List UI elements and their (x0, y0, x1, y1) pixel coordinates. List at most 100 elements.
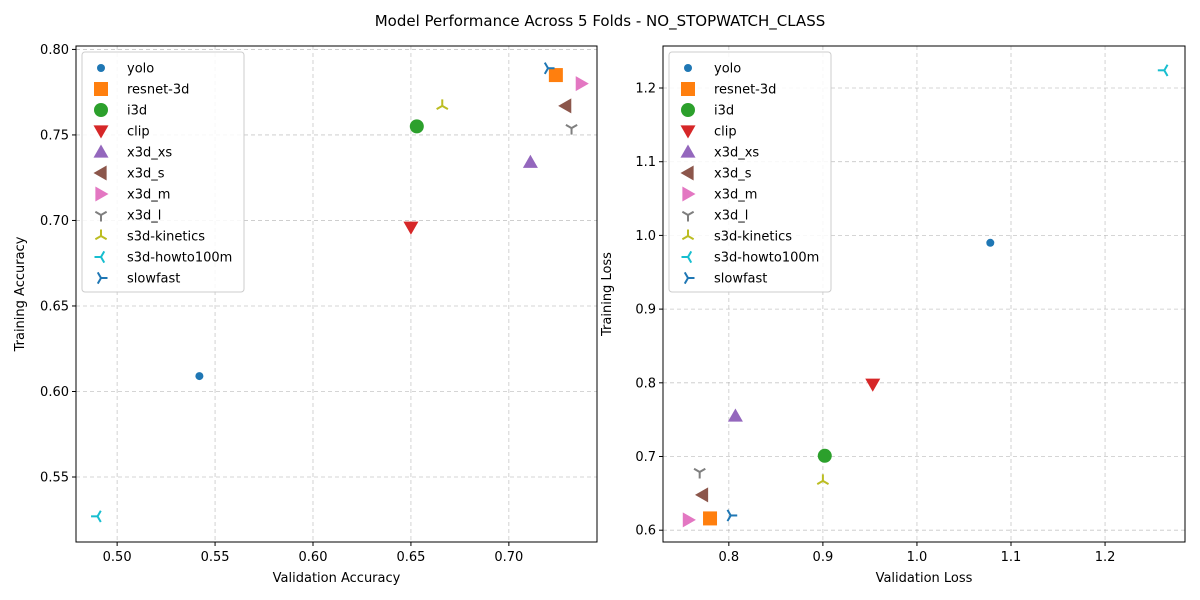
legend-item-clip: clip (93, 125, 150, 140)
axes-frame (662, 45, 1186, 543)
legend-marker (681, 229, 695, 241)
x-tick-label: 0.65 (396, 550, 425, 565)
grid (76, 46, 597, 542)
plot-accuracy: 0.50 0.55 0.60 0.65 0.70 0.55 0.60 0.65 0.70 0.75… (13, 43, 598, 586)
legend-label: slowfast (127, 272, 180, 287)
x-tick-label: 1.1 (1001, 550, 1022, 565)
legend-item-s3d-howto100m: s3d-howto100m (681, 251, 819, 266)
data-point-s3d-kinetics (816, 474, 830, 485)
legend-label: resnet-3d (714, 83, 776, 98)
legend-label: slowfast (714, 272, 767, 287)
legend-marker (684, 64, 692, 72)
x-tick-label: 0.8 (718, 550, 739, 565)
legend-marker (97, 64, 105, 72)
legend-item-x3d_s: x3d_s (680, 165, 752, 182)
data-point-i3d (817, 448, 832, 463)
legend-marker (681, 82, 695, 96)
legend-marker (94, 250, 106, 264)
legend-box (668, 51, 832, 293)
y-tick-label: 0.70 (40, 214, 69, 229)
legend-item-clip: clip (680, 125, 737, 140)
plot-loss: 0.8 0.9 1.0 1.1 1.2 0.6 0.7 0.8 0.9 1.0 1.1 1.2 Vali… (600, 45, 1186, 586)
figure-title: Model Performance Across 5 Folds - NO_ST… (375, 12, 826, 31)
data-point-s3d-howto100m (1157, 64, 1169, 77)
data-point-x3d_l (693, 467, 706, 479)
legend-item-i3d: i3d (94, 103, 147, 119)
legend-item-x3d_m: x3d_m (682, 186, 757, 203)
legend-marker (681, 103, 695, 117)
x-tick-label: 1.0 (907, 550, 928, 565)
legend-marker (94, 210, 108, 222)
data-point-s3d-howto100m (91, 510, 102, 523)
legend-label: x3d_l (714, 209, 748, 224)
legend-item-s3d-kinetics: s3d-kinetics (681, 229, 792, 245)
data-point-clip (403, 221, 419, 235)
legend: yolo resnet-3d i3d clip x3d_xs x3d_s x3d_m x3d_… (668, 51, 832, 293)
legend-item-slowfast: slowfast (683, 271, 767, 287)
y-tick-label: 0.80 (40, 43, 69, 58)
legend-item-x3d_s: x3d_s (93, 165, 165, 182)
legend-label: i3d (127, 104, 147, 119)
y-tick-label: 0.8 (635, 376, 656, 391)
y-tick-label: 0.60 (40, 385, 69, 400)
legend-label: yolo (714, 62, 741, 77)
legend-item-x3d_xs: x3d_xs (680, 144, 759, 161)
legend-item-x3d_l: x3d_l (681, 209, 748, 224)
y-tick-label: 1.1 (635, 155, 656, 170)
legend-box (81, 51, 245, 293)
legend-marker (680, 165, 694, 181)
x-tick-label: 0.60 (299, 550, 328, 565)
data-point-x3d_s (695, 487, 709, 503)
legend-label: i3d (714, 104, 734, 119)
y-axis-label: Training Loss (600, 252, 615, 337)
legend-marker (680, 144, 696, 158)
y-tick-label: 0.55 (40, 471, 69, 486)
legend-label: s3d-howto100m (714, 251, 819, 266)
legend-label: s3d-kinetics (714, 230, 792, 245)
legend-marker (93, 144, 109, 158)
data-point-yolo (195, 372, 204, 381)
data-point-clip (865, 378, 881, 392)
legend-label: x3d_xs (127, 146, 172, 161)
legend-item-s3d-kinetics: s3d-kinetics (94, 229, 205, 245)
legend-item-slowfast: slowfast (96, 271, 180, 287)
data-point-x3d_m (682, 512, 696, 528)
data-point-slowfast (726, 509, 738, 522)
legend-label: x3d_s (714, 167, 752, 182)
legend-marker (93, 125, 109, 139)
legend-label: x3d_s (127, 167, 165, 182)
y-tick-label: 0.75 (40, 128, 69, 143)
data-point-x3d_m (575, 76, 589, 92)
legend-item-s3d-howto100m: s3d-howto100m (94, 250, 232, 266)
legend-marker (96, 271, 108, 285)
legend-item-x3d_xs: x3d_xs (93, 144, 172, 161)
x-tick-label: 0.50 (103, 550, 132, 565)
legend-item-resnet-3d: resnet-3d (94, 82, 189, 98)
y-tick-label: 0.9 (635, 303, 656, 318)
legend-label: x3d_m (714, 188, 757, 203)
legend-marker (94, 82, 108, 96)
legend-marker (683, 271, 695, 285)
x-axis-label: Validation Loss (876, 571, 973, 586)
legend-label: clip (714, 125, 737, 140)
legend-label: x3d_m (127, 188, 170, 203)
legend-marker (95, 186, 109, 202)
legend-marker (680, 125, 696, 139)
legend-marker (94, 229, 108, 241)
x-tick-label: 0.70 (494, 550, 523, 565)
legend-marker (681, 210, 695, 222)
legend-label: s3d-kinetics (127, 230, 205, 245)
legend-label: yolo (127, 62, 154, 77)
legend-item-resnet-3d: resnet-3d (681, 82, 776, 98)
legend-label: clip (127, 125, 150, 140)
y-tick-label: 0.7 (635, 450, 656, 465)
axes-frame (75, 45, 598, 543)
y-tick-label: 0.65 (40, 299, 69, 314)
legend-item-i3d: i3d (681, 103, 734, 119)
legend-item-x3d_m: x3d_m (95, 186, 170, 203)
x-tick-label: 0.55 (201, 550, 230, 565)
legend-item-x3d_l: x3d_l (94, 209, 161, 224)
legend: yolo resnet-3d i3d clip x3d_xs x3d_s x3d_m x3d_… (81, 51, 245, 293)
legend-label: x3d_l (127, 209, 161, 224)
